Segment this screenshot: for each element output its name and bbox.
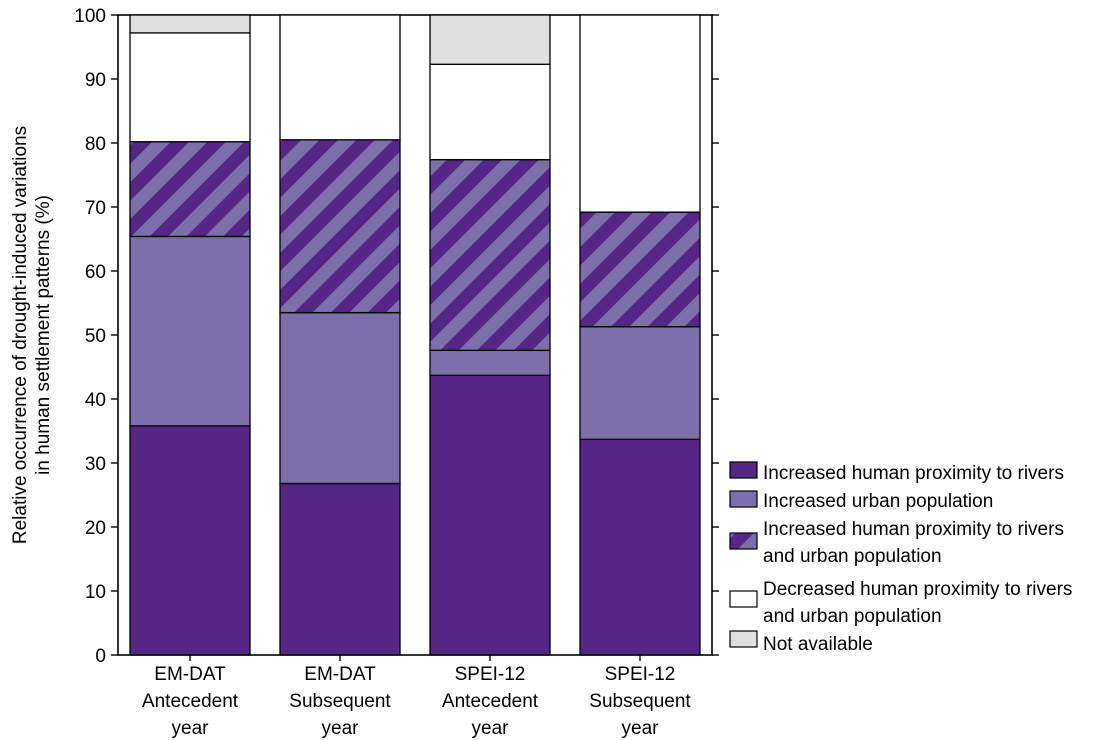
bar-segment-2-series-2 xyxy=(279,311,401,485)
legend-swatch-3 xyxy=(729,532,758,550)
bar-segment-3-series-3 xyxy=(429,158,551,352)
bar-segment-1-series-1 xyxy=(129,425,251,656)
y-axis: 0 10 20 30 40 50 60 70 80 90 100 xyxy=(74,6,719,667)
bar-segment-3-series-2 xyxy=(429,349,551,376)
y-tick-label: 40 xyxy=(85,390,106,411)
legend-swatch-2 xyxy=(729,490,758,508)
x-tick-label-3: SPEI-12 Antecedent year xyxy=(442,664,539,739)
x-axis: EM-DAT Antecedent year EM-DAT Subsequent year… xyxy=(142,655,691,739)
legend-label-2: Increased urban population xyxy=(763,491,993,512)
legend-swatch-5 xyxy=(729,630,758,648)
x-tick-label-1: EM-DAT Antecedent year xyxy=(142,664,239,739)
bar-segment-3-series-4 xyxy=(429,63,551,161)
bar-segment-2-series-4 xyxy=(279,14,401,141)
legend: Increased human proximity to rivers Incre… xyxy=(729,461,1072,655)
y-tick-label: 0 xyxy=(95,646,106,667)
bar-segment-2-series-1 xyxy=(279,482,401,656)
x-tick-label-2: EM-DAT Subsequent year xyxy=(289,664,391,739)
bar-segment-4-series-4 xyxy=(579,14,701,213)
y-tick-label: 10 xyxy=(85,582,106,603)
y-axis-title-line-1: Relative occurrence of drought-induced v… xyxy=(10,126,31,544)
y-tick-label: 50 xyxy=(85,326,106,347)
bar-segment-2-series-3 xyxy=(279,139,401,314)
y-tick-label: 60 xyxy=(85,262,106,283)
bar-segment-1-series-3 xyxy=(129,141,251,238)
bar-segment-1-series-5 xyxy=(129,14,251,34)
bar-segment-3-series-5 xyxy=(429,14,551,65)
y-tick-label: 30 xyxy=(85,454,106,475)
bar-segment-1-series-2 xyxy=(129,235,251,427)
bar-segment-1-series-4 xyxy=(129,32,251,143)
y-tick-label: 80 xyxy=(85,134,106,155)
legend-label-1: Increased human proximity to rivers xyxy=(763,463,1064,484)
bar-segment-4-series-2 xyxy=(579,326,701,440)
legend-swatch-1 xyxy=(729,461,758,479)
legend-label-5: Not available xyxy=(763,634,873,655)
bars xyxy=(129,14,701,656)
legend-label-3: Increased human proximity to rivers and u… xyxy=(763,519,1064,567)
bar-segment-3-series-1 xyxy=(429,374,551,656)
legend-swatch-4 xyxy=(729,590,758,608)
y-tick-label: 90 xyxy=(85,70,106,91)
y-axis-title-line-2: in human settlement patterns (%) xyxy=(33,195,54,475)
y-tick-label: 100 xyxy=(74,6,106,27)
legend-label-4: Decreased human proximity to rivers and u… xyxy=(763,579,1072,627)
y-tick-label: 70 xyxy=(85,198,106,219)
y-axis-title: Relative occurrence of drought-induced v… xyxy=(10,126,54,544)
x-tick-label-4: SPEI-12 Subsequent year xyxy=(589,664,691,739)
bar-segment-4-series-3 xyxy=(579,211,701,328)
y-tick-label: 20 xyxy=(85,518,106,539)
bar-segment-4-series-1 xyxy=(579,438,701,656)
